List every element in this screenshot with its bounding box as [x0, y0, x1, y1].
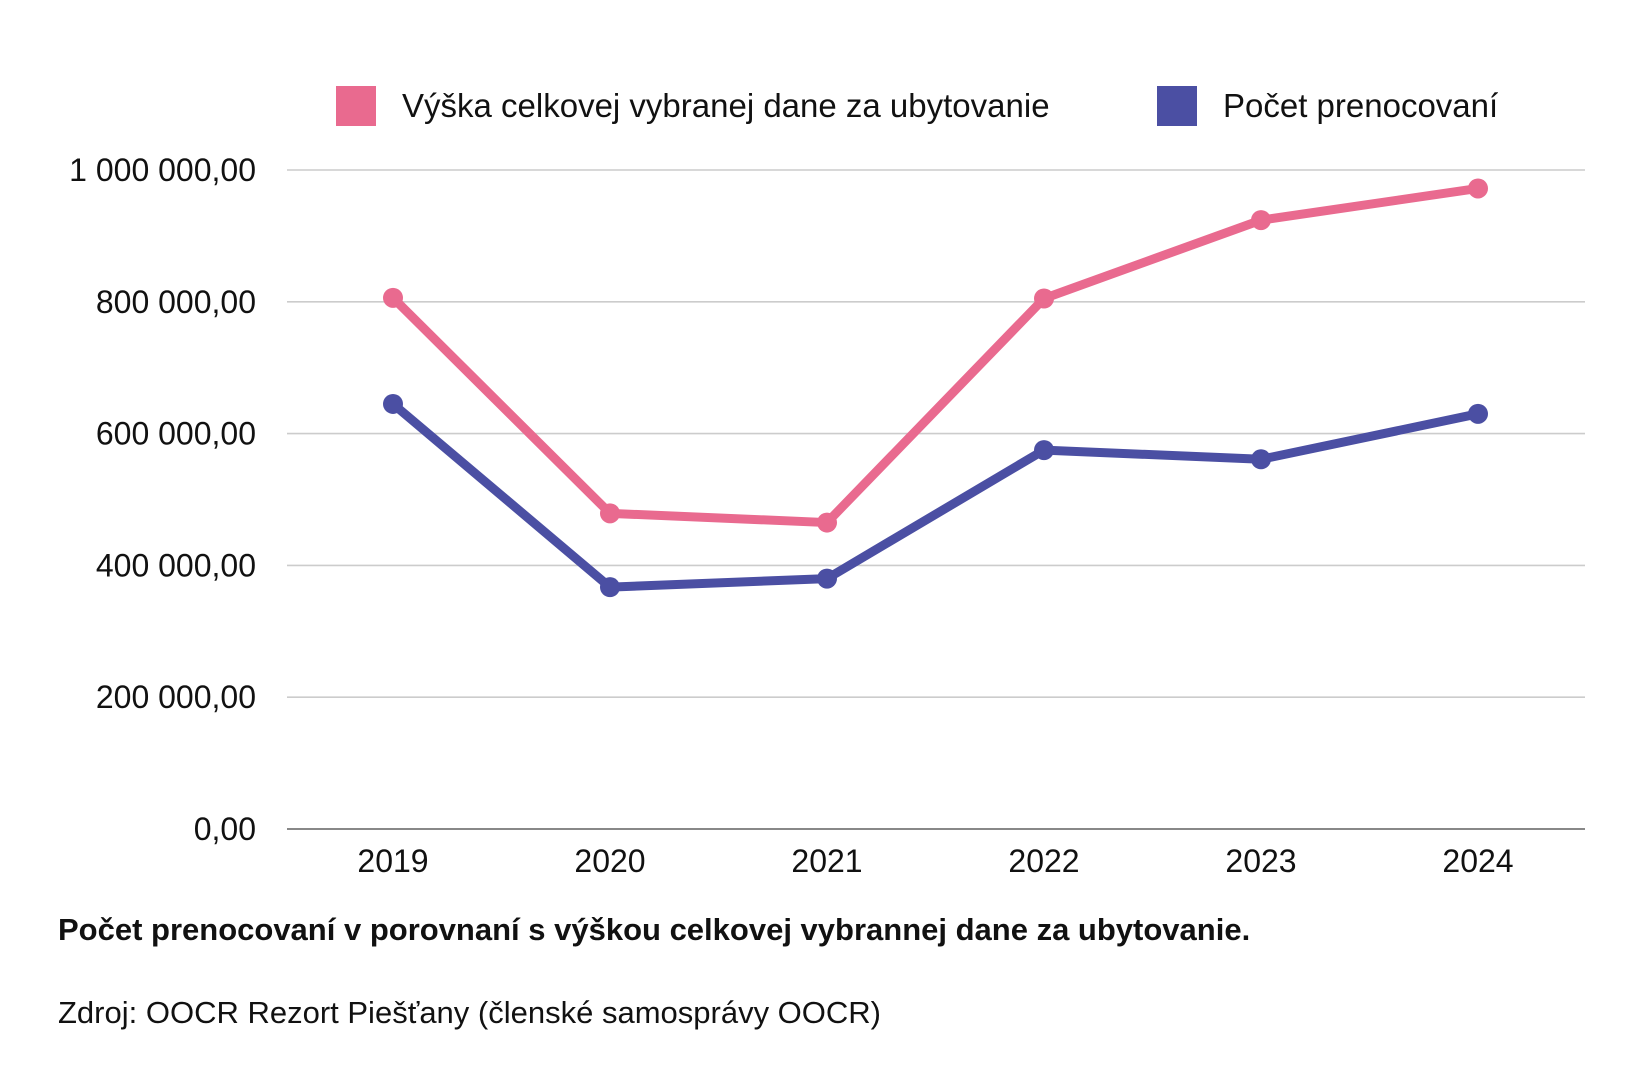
- legend-label: Výška celkovej vybranej dane za ubytovan…: [402, 87, 1050, 124]
- data-point: [817, 568, 837, 589]
- data-point: [1251, 210, 1271, 231]
- series-line: [388, 399, 1483, 592]
- legend-swatch: [1157, 86, 1197, 126]
- data-point: [383, 393, 403, 414]
- y-tick-label: 400 000,00: [96, 547, 256, 583]
- series-2: [383, 393, 1488, 598]
- data-point: [1034, 440, 1054, 461]
- series-1: [383, 178, 1488, 533]
- series-line: [388, 183, 1483, 528]
- line-chart: Výška celkovej vybranej dane za ubytovan…: [69, 86, 1585, 879]
- y-tick-label: 200 000,00: [96, 679, 256, 715]
- x-tick-label: 2021: [791, 843, 862, 879]
- y-tick-label: 800 000,00: [96, 284, 256, 320]
- y-tick-label: 1 000 000,00: [69, 152, 256, 188]
- legend: Výška celkovej vybranej dane za ubytovan…: [336, 86, 1498, 126]
- data-point: [1034, 288, 1054, 309]
- data-point: [600, 503, 620, 524]
- x-tick-label: 2023: [1225, 843, 1296, 879]
- legend-swatch: [336, 86, 376, 126]
- y-axis-tick-labels: 0,00 200 000,00 400 000,00 600 000,00 800 00…: [69, 152, 256, 847]
- data-point: [817, 512, 837, 533]
- x-axis-tick-labels: 2019 2020 2021 2022 2023 2024: [357, 843, 1513, 879]
- x-tick-label: 2020: [574, 843, 645, 879]
- legend-label: Počet prenocovaní: [1223, 87, 1498, 124]
- data-point: [600, 577, 620, 598]
- data-point: [383, 287, 403, 308]
- x-tick-label: 2022: [1008, 843, 1079, 879]
- data-point: [1251, 449, 1271, 470]
- y-tick-label: 0,00: [194, 811, 256, 847]
- x-tick-label: 2024: [1442, 843, 1513, 879]
- y-tick-label: 600 000,00: [96, 416, 256, 452]
- data-point: [1468, 403, 1488, 424]
- gridlines: [287, 169, 1585, 830]
- data-point: [1468, 178, 1488, 199]
- chart-caption: Počet prenocovaní v porovnaní s výškou c…: [58, 912, 1251, 947]
- chart-source: Zdroj: OOCR Rezort Piešťany (členské sam…: [58, 995, 881, 1030]
- x-tick-label: 2019: [357, 843, 428, 879]
- series-lines: [383, 178, 1488, 598]
